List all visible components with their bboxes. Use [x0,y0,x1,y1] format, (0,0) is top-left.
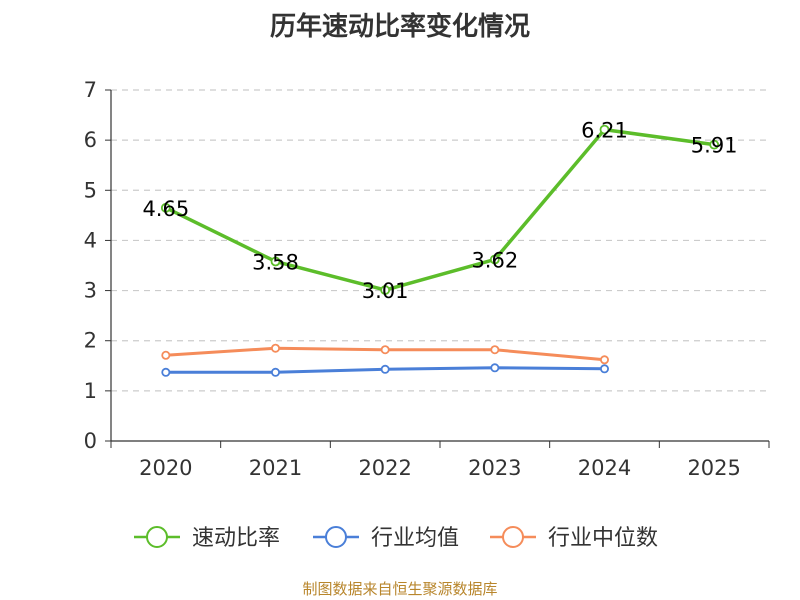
data-labels: 4.65 3.58 3.01 3.62 6.21 5.91 [142,119,737,303]
data-point [599,124,610,135]
gridlines [111,89,769,392]
data-point [270,367,280,377]
data-label: 5.91 [691,134,738,158]
axes: 0 1 2 3 4 5 6 7 2020 2021 2022 2023 2024 2025 [84,78,770,480]
chart-title: 历年速动比率变化情况 [269,12,530,42]
legend-marker [502,526,524,548]
series-line [165,127,715,292]
series [160,124,720,377]
data-point [600,364,610,374]
data-label: 4.65 [142,197,189,221]
legend-label: 行业均值 [371,526,459,551]
x-tick-label: 2023 [468,456,521,480]
legend-label: 行业中位数 [548,526,658,551]
data-point [380,285,391,295]
y-tick-label: 0 [84,429,97,453]
source-note: 制图数据来自恒生聚源数据库 [302,580,498,598]
data-point [490,363,500,373]
data-label: 3.62 [471,248,518,272]
data-point [160,202,171,213]
y-tick-label: 2 [84,329,97,353]
data-point [380,345,390,355]
legend: 速动比率 行业均值 行业中位数 [134,526,658,551]
data-point [380,364,390,374]
y-tick-label: 1 [84,379,97,403]
data-point [270,256,281,267]
x-tick-label: 2021 [249,456,302,480]
x-tick-label: 2022 [358,456,411,480]
y-tick-label: 6 [84,128,97,152]
data-point [489,254,500,265]
data-label: 3.01 [362,279,409,303]
data-point [490,345,500,355]
y-tick-label: 3 [84,279,97,303]
x-tick-label: 2025 [687,456,740,480]
legend-marker [146,526,168,548]
legend-marker [325,526,347,548]
y-tick-label: 7 [84,78,97,102]
x-tick-label: 2020 [139,456,192,480]
legend-label: 速动比率 [192,526,280,551]
data-point [709,139,720,150]
data-label: 6.21 [581,119,628,143]
data-point [161,350,171,360]
x-tick-label: 2024 [578,456,631,480]
y-tick-label: 5 [84,178,97,202]
y-tick-label: 4 [84,228,97,252]
data-point [600,355,610,365]
data-label: 3.58 [252,250,299,274]
data-point [161,367,171,377]
data-point [270,343,280,353]
